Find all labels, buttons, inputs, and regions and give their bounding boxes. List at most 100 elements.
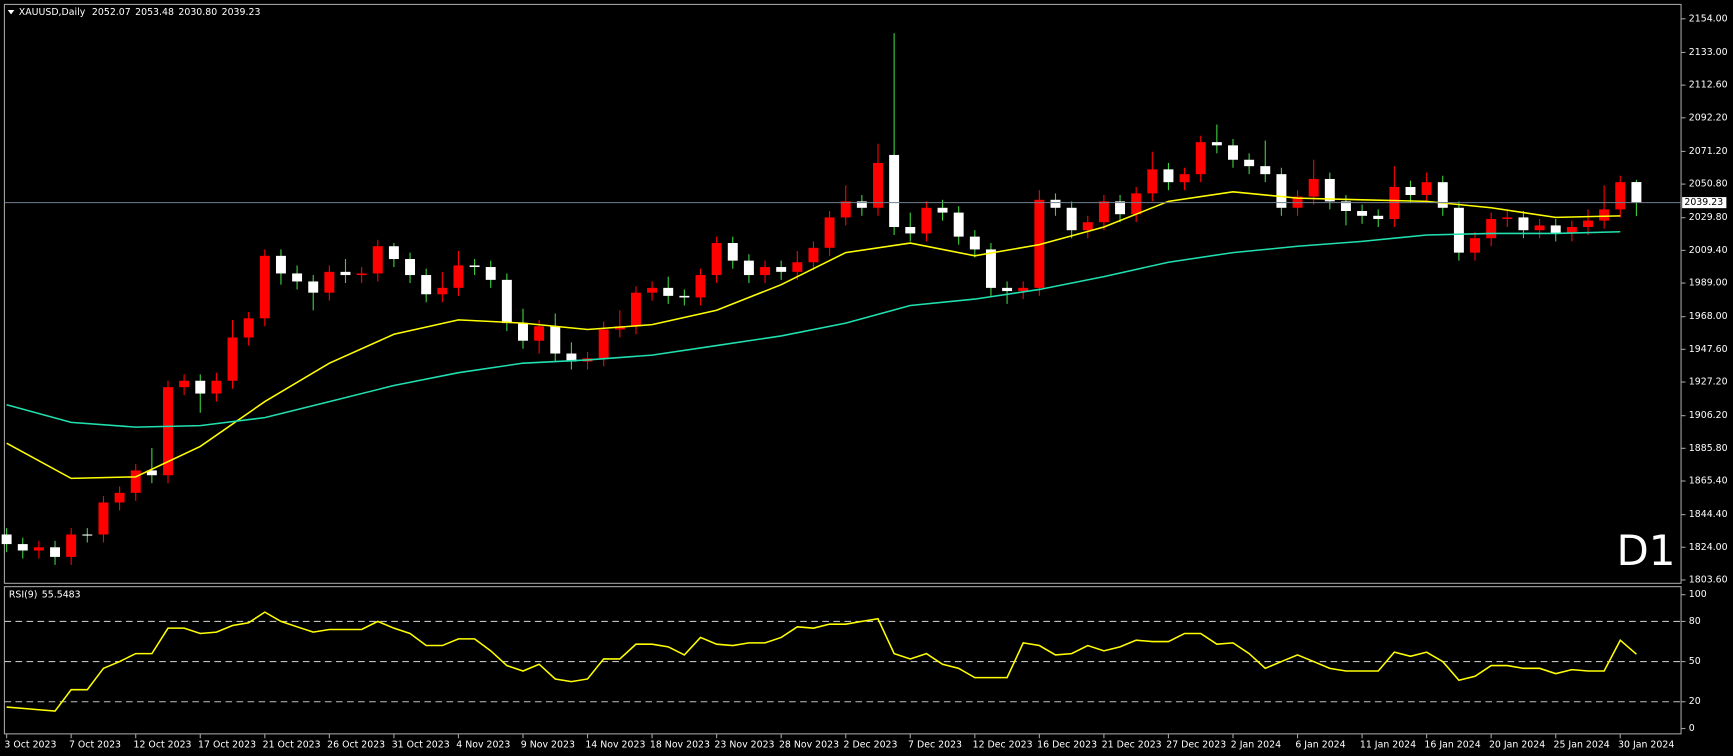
candle-body (1599, 209, 1610, 221)
x-tick-label: 12 Oct 2023 (134, 739, 192, 750)
y-tick-label: 1989.00 (1689, 278, 1728, 289)
low-value: 2030.80 (178, 7, 217, 18)
x-tick-label: 4 Nov 2023 (456, 739, 510, 750)
candle-body (679, 295, 690, 298)
candle-body (356, 273, 367, 276)
open-value: 2052.07 (92, 7, 131, 18)
rsi-title: RSI(9) (9, 589, 38, 600)
y-tick-label: 1824.00 (1689, 542, 1728, 553)
candle-body (1050, 199, 1061, 208)
y-tick-label: 1947.60 (1689, 344, 1728, 355)
candle-body (598, 329, 609, 359)
price-label: 2039.23 (1684, 197, 1723, 208)
x-tick-label: 2 Jan 2024 (1231, 739, 1281, 750)
y-tick-label: 2009.40 (1689, 245, 1728, 256)
x-tick-label: 16 Dec 2023 (1037, 739, 1097, 750)
candle-body (1211, 142, 1222, 146)
candle-body (98, 502, 109, 535)
candle-body (760, 267, 771, 276)
x-tick-label: 3 Oct 2023 (4, 739, 56, 750)
candle-body (453, 265, 464, 288)
candle-body (695, 275, 706, 298)
candle-body (501, 279, 512, 324)
x-tick-label: 20 Jan 2024 (1489, 739, 1545, 750)
candle-body (1324, 178, 1335, 202)
x-tick-label: 6 Jan 2024 (1295, 739, 1345, 750)
candle-body (50, 547, 61, 557)
x-tick-label: 12 Dec 2023 (973, 739, 1033, 750)
candle-body (1518, 217, 1529, 231)
candle-body (921, 207, 932, 234)
candle-body (1566, 227, 1577, 234)
x-tick-label: 7 Dec 2023 (908, 739, 962, 750)
symbol: XAUUSD,Daily (19, 7, 86, 18)
x-tick-label: 21 Oct 2023 (263, 739, 321, 750)
candle-body (1163, 169, 1174, 183)
candle-body (292, 273, 303, 282)
candle-body (163, 387, 173, 476)
y-tick-label: 80 (1689, 616, 1701, 627)
candle-body (873, 162, 883, 208)
high-value: 2053.48 (135, 7, 174, 18)
candle-body (1179, 174, 1190, 183)
candle-body (469, 265, 480, 268)
candle-body (518, 323, 528, 341)
y-tick-label: 2092.20 (1689, 112, 1728, 123)
candle-body (792, 262, 803, 272)
candle-body (1437, 182, 1448, 208)
candle-body (308, 281, 319, 293)
candle-body (1195, 142, 1206, 175)
candle-body (534, 326, 545, 341)
candle-body (1115, 201, 1126, 215)
candle-body (1308, 178, 1319, 197)
candle-body (953, 212, 964, 237)
candle-body (550, 326, 561, 354)
candle-body (421, 275, 432, 295)
close-value: 2039.23 (222, 7, 261, 18)
y-tick-label: 1803.60 (1689, 574, 1728, 585)
candle-body (82, 534, 93, 536)
candle-body (340, 271, 351, 276)
candle-body (889, 154, 900, 228)
x-tick-label: 28 Nov 2023 (779, 739, 839, 750)
candle-body (1147, 169, 1158, 194)
y-tick-label: 1906.20 (1689, 410, 1728, 421)
y-tick-label: 2112.60 (1689, 80, 1728, 91)
y-tick-label: 1885.80 (1689, 443, 1728, 454)
candle-body (195, 380, 206, 394)
candle-body (647, 287, 658, 293)
y-tick-label: 2029.80 (1689, 212, 1728, 223)
timeframe-label: D1 (1616, 526, 1675, 575)
menu-arrow[interactable] (7, 9, 15, 15)
candle-body (985, 249, 996, 288)
x-tick-label: 11 Jan 2024 (1360, 739, 1416, 750)
candle-body (1340, 201, 1351, 211)
x-tick-label: 30 Jan 2024 (1618, 739, 1674, 750)
x-tick-label: 25 Jan 2024 (1554, 739, 1610, 750)
candle-body (1631, 182, 1642, 203)
y-tick-label: 2154.00 (1689, 13, 1728, 24)
candle-body (1486, 219, 1497, 239)
candle-body (808, 247, 819, 263)
candle-body (372, 246, 383, 274)
candle-body (630, 292, 641, 327)
candle-body (33, 547, 44, 551)
y-tick-label: 2071.20 (1689, 146, 1728, 157)
y-tick-label: 100 (1689, 589, 1707, 600)
candle-body (1357, 210, 1368, 216)
candle-body (711, 243, 722, 276)
x-tick-label: 26 Oct 2023 (327, 739, 385, 750)
candle-body (485, 267, 496, 280)
y-tick-label: 1927.20 (1689, 377, 1728, 388)
moving-average (6, 191, 1621, 480)
candle-body (259, 255, 270, 319)
price-box (1682, 197, 1727, 209)
candle-body (1583, 220, 1593, 228)
candle-body (1244, 159, 1255, 167)
candle-body (114, 492, 125, 503)
y-tick-label: 2050.80 (1689, 179, 1728, 190)
y-tick-label: 2133.00 (1689, 47, 1728, 58)
candle-body (663, 287, 674, 296)
